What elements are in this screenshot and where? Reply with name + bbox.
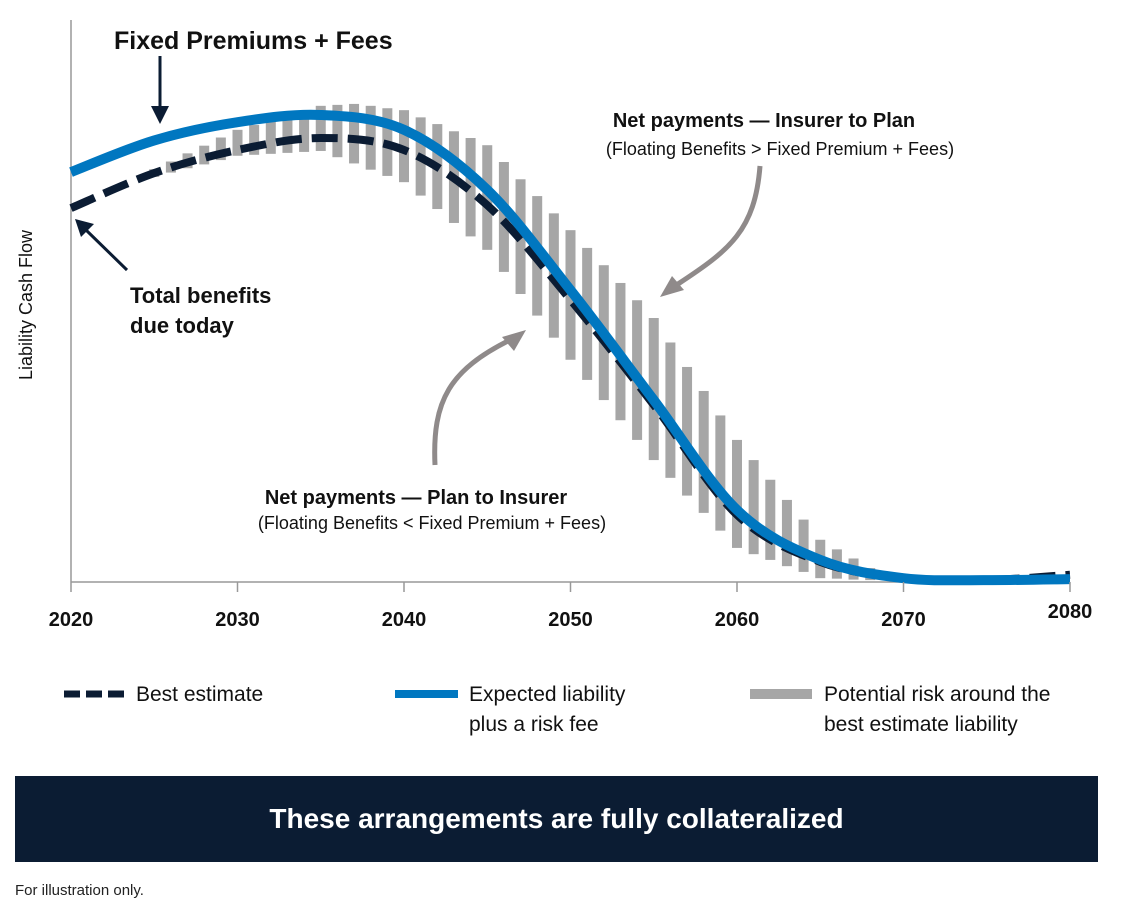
annotation-total-benefits-line2: due today	[130, 313, 235, 338]
x-tick-label: 2080	[1048, 601, 1093, 623]
legend: Best estimate Expected liability plus a …	[64, 683, 1050, 736]
risk-bar	[648, 318, 659, 461]
risk-bar	[482, 145, 493, 250]
arrow-up-left-icon	[75, 219, 129, 272]
annotation-insurer-to-plan-title: Net payments — Insurer to Plan	[613, 110, 915, 132]
risk-bar	[249, 125, 260, 155]
curved-arrow-icon	[432, 330, 526, 466]
x-tick-label: 2040	[382, 609, 427, 631]
annotation-insurer-to-plan-subtitle: (Floating Benefits > Fixed Premium + Fee…	[606, 139, 954, 159]
risk-bar	[349, 103, 360, 164]
risk-bar	[265, 120, 276, 154]
legend-label-expected-2: plus a risk fee	[469, 713, 599, 736]
annotation-fixed-premiums: Fixed Premiums + Fees	[114, 27, 393, 55]
x-tick-label: 2020	[49, 609, 94, 631]
arrow-down-icon	[151, 56, 169, 124]
risk-bar	[215, 137, 226, 161]
risk-bar	[665, 342, 676, 478]
risk-bar	[715, 415, 726, 531]
y-axis-label: Liability Cash Flow	[16, 229, 36, 380]
curved-arrow-icon	[660, 165, 763, 297]
risk-bar	[682, 366, 693, 496]
legend-label-risk-2: best estimate liability	[824, 713, 1018, 736]
risk-bar	[732, 439, 742, 548]
risk-bar	[315, 105, 326, 151]
annotation-plan-to-insurer-title: Net payments — Plan to Insurer	[265, 487, 568, 509]
risk-bar	[299, 110, 310, 152]
expected-liability-line	[69, 109, 1071, 586]
annotation-total-benefits-line1: Total benefits	[130, 283, 271, 308]
risk-bar	[199, 145, 210, 165]
legend-label-expected-1: Expected liability	[469, 683, 626, 706]
legend-label-best-estimate: Best estimate	[136, 683, 263, 706]
x-tick-label: 2030	[215, 609, 260, 631]
risk-bar	[765, 479, 776, 560]
risk-bar	[282, 115, 293, 153]
risk-bar	[498, 162, 509, 272]
x-tick-label: 2070	[881, 609, 926, 631]
x-tick-label: 2060	[715, 609, 760, 631]
footnote: For illustration only.	[15, 882, 144, 899]
x-tick-label: 2050	[548, 609, 593, 631]
legend-label-risk-1: Potential risk around the	[824, 683, 1050, 706]
collateral-banner: These arrangements are fully collaterali…	[15, 776, 1098, 862]
risk-bar	[332, 104, 343, 158]
risk-bar	[781, 499, 792, 567]
risk-bar	[748, 460, 759, 555]
risk-bar	[698, 390, 709, 513]
risk-bar	[798, 519, 809, 572]
annotation-plan-to-insurer-subtitle: (Floating Benefits < Fixed Premium + Fee…	[258, 513, 606, 533]
liability-chart: Liability Cash Flow 2020 2030 2040 2050 2060…	[16, 20, 1093, 736]
risk-bar	[232, 129, 243, 156]
